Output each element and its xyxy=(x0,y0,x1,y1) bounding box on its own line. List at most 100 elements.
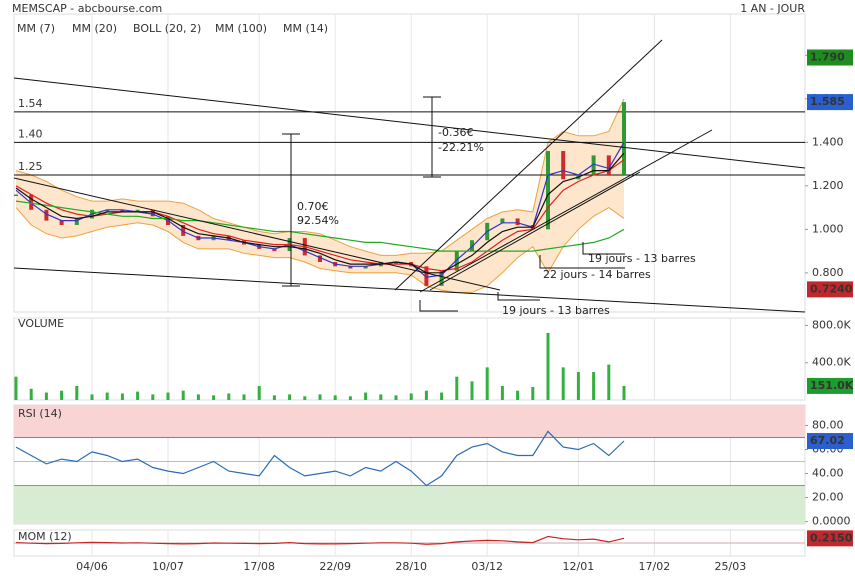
annotation: 92.54% xyxy=(297,214,339,227)
volume-bar xyxy=(455,376,459,400)
candle xyxy=(546,151,550,230)
candle xyxy=(272,248,277,252)
bollinger-upper xyxy=(15,98,625,256)
legend-entry: MM (100) xyxy=(215,22,267,35)
candle xyxy=(74,218,79,225)
candle xyxy=(622,102,626,175)
moving-average xyxy=(15,141,625,278)
volume-bar xyxy=(424,390,428,400)
annotation: 19 jours - 13 barres xyxy=(588,252,696,265)
candle xyxy=(606,155,611,175)
volume-bar xyxy=(136,391,140,400)
y-tick-label: 400.0K xyxy=(812,356,851,369)
volume-bar xyxy=(288,394,292,400)
volume-bar xyxy=(120,393,124,400)
candle xyxy=(470,240,474,252)
candle xyxy=(44,209,49,221)
bollinger-lower xyxy=(15,207,625,293)
legend-entry: MM (7) xyxy=(17,22,55,35)
volume-bar xyxy=(516,390,520,400)
candle xyxy=(500,218,505,223)
volume-bar xyxy=(272,395,276,400)
candle xyxy=(14,194,18,197)
annotation: -22.21% xyxy=(438,141,484,154)
volume-bar xyxy=(181,390,185,400)
y-tick-label: 1.400 xyxy=(812,135,844,148)
legend-entry: BOLL (20, 2) xyxy=(133,22,201,35)
candle xyxy=(439,270,444,286)
x-tick-label: 03/12 xyxy=(471,560,503,573)
y-tick-label: 0.800 xyxy=(812,266,844,279)
level-label: 1.54 xyxy=(18,97,43,110)
level-label: 1.25 xyxy=(18,160,43,173)
value-box-label: 151.0K xyxy=(810,379,854,392)
value-box xyxy=(807,377,853,394)
candle xyxy=(29,194,34,210)
volume-bar xyxy=(257,386,261,400)
value-box xyxy=(807,433,853,450)
y-tick-label: 20.00 xyxy=(812,491,844,504)
y-tick-label: 1.000 xyxy=(812,222,844,235)
candle xyxy=(105,209,110,212)
volume-bar xyxy=(440,392,444,400)
volume-bar xyxy=(44,392,48,400)
moving-average xyxy=(15,159,625,272)
volume-bar xyxy=(470,381,474,400)
moving-average xyxy=(15,200,625,252)
level-label: 1.40 xyxy=(18,127,43,140)
panel-title: MOM (12) xyxy=(18,530,72,543)
candle xyxy=(424,266,429,286)
indicator-line xyxy=(15,430,625,487)
x-tick-label: 10/07 xyxy=(152,560,184,573)
volume-bar xyxy=(227,393,231,400)
value-box xyxy=(807,281,853,298)
indicator-line xyxy=(15,535,625,545)
volume-bar xyxy=(196,394,200,400)
value-box-label: 1.585 xyxy=(810,95,845,108)
trend-lines xyxy=(13,39,806,313)
x-tick-label: 28/10 xyxy=(395,560,427,573)
value-box xyxy=(807,94,853,111)
volume-bar xyxy=(151,394,155,400)
panel xyxy=(13,13,806,313)
volume-bar xyxy=(75,386,79,400)
x-tick-label: 22/09 xyxy=(319,560,351,573)
panel xyxy=(13,317,806,401)
volume-bar xyxy=(546,332,550,400)
volume-bar xyxy=(364,392,368,400)
period: 1 AN - JOUR xyxy=(740,2,805,15)
legend-entry: MM (20) xyxy=(72,22,117,35)
moving-average xyxy=(15,152,625,274)
volume-bar xyxy=(531,386,535,400)
candle xyxy=(318,255,322,262)
x-tick-label: 04/06 xyxy=(76,560,108,573)
value-box-label: 0.7240 xyxy=(810,282,853,295)
volume-bar xyxy=(607,364,611,400)
volume-bar xyxy=(14,376,18,400)
volume-bar xyxy=(592,372,596,400)
volume-bar xyxy=(29,388,33,400)
x-tick-label: 25/03 xyxy=(715,560,747,573)
candle xyxy=(515,218,520,225)
volume-bar xyxy=(333,395,337,400)
volume-bar xyxy=(105,392,109,400)
volume-bar xyxy=(242,394,246,400)
oversold-zone xyxy=(14,485,805,524)
x-tick-label: 17/02 xyxy=(639,560,671,573)
overbought-zone xyxy=(14,405,805,438)
annotation: 0.70€ xyxy=(297,200,329,213)
chart-title: MEMSCAP - abcbourse.com xyxy=(12,2,162,15)
volume-bar xyxy=(576,372,580,400)
bollinger-band xyxy=(16,98,624,293)
volume-bar xyxy=(166,392,170,400)
volume-bar xyxy=(622,385,626,400)
candle xyxy=(135,209,140,212)
legend-entry: MM (14) xyxy=(283,22,328,35)
volume-bar xyxy=(318,394,322,400)
volume-bar xyxy=(379,394,383,400)
value-box-label: 1.790 xyxy=(810,51,845,64)
value-box xyxy=(807,530,853,547)
candle xyxy=(120,209,125,212)
y-tick-label: 1.200 xyxy=(812,179,844,192)
